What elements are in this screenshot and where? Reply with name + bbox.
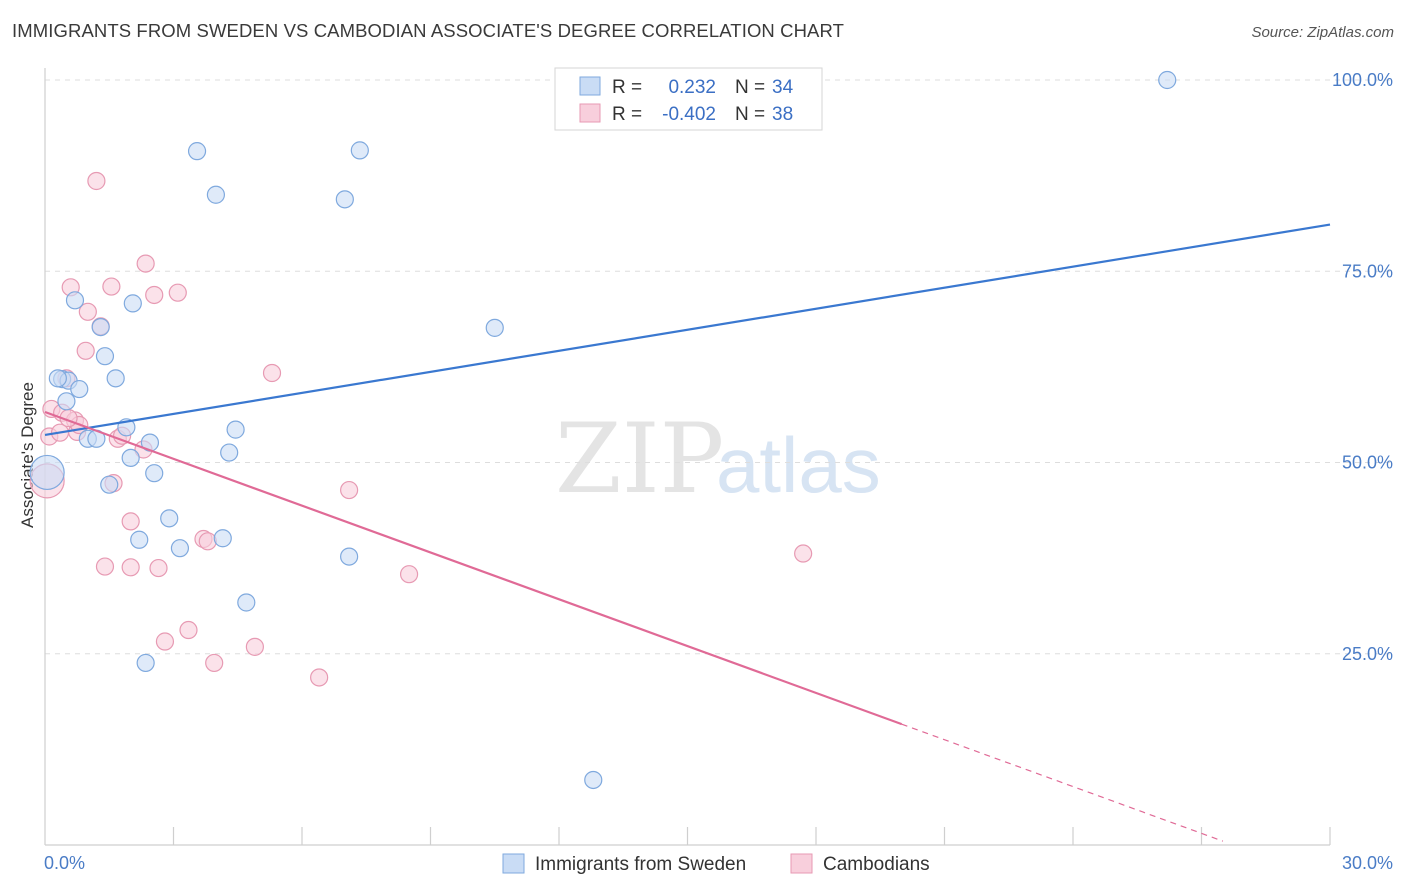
sweden-point [213,529,232,548]
bottom-legend-cambodians: Cambodians [823,854,930,875]
legend-r-value-2: -0.402 [662,104,716,125]
legend-r-label-2: R = [612,104,642,125]
y-tick-label: 50.0% [1342,453,1393,473]
cambodian-point [168,283,187,302]
legend-n-label-2: N = [735,104,765,125]
legend-n-value-1: 34 [772,77,794,98]
sweden-point [335,190,354,209]
cambodian-point [205,653,224,673]
sweden-point [29,454,65,491]
sweden-point [136,653,155,673]
y-tick-label: 25.0% [1342,644,1393,664]
cambodian-point [179,620,198,640]
sweden-point [187,142,207,161]
sweden-point [220,443,239,462]
x-tick-label-max: 30.0% [1342,853,1393,873]
sweden-point [237,593,256,612]
cambodian-point [102,277,121,296]
sweden-point [48,369,67,388]
cambodian-point [136,254,155,273]
cambodian-point [245,637,264,656]
bottom-swatch-cambodians [790,853,813,874]
cambodian-point [310,668,329,687]
sweden-point [145,464,164,483]
sweden-point [226,420,245,439]
cambodian-point [198,532,217,551]
trend-lines [44,223,1331,842]
gridlines [45,79,1392,655]
sweden-point [485,318,504,337]
watermark-zip: ZIP [555,403,724,515]
cambodian-point [262,363,282,383]
cambodian-point [399,565,419,584]
x-tick-label-min: 0.0% [44,853,85,873]
sweden-point [123,294,142,313]
bottom-legend-sweden: Immigrants from Sweden [535,854,746,875]
y-tick-label: 100.0% [1332,70,1393,90]
sweden-point [584,770,603,790]
sweden-point [57,392,76,411]
cambodian-point [76,341,95,360]
legend-swatch-sweden [579,76,601,96]
cambodian-point [340,480,359,500]
legend-n-value-2: 38 [772,104,793,125]
cambodian-point [145,285,164,305]
cambodian-point [121,558,140,577]
sweden-point [106,369,125,388]
sweden-point [340,547,359,566]
cambodian-trend-line [44,410,903,726]
cambodian-point [794,544,813,563]
sweden-point [170,539,190,558]
cambodian-point [78,302,97,321]
cambodian-trend-line [901,723,1224,842]
sweden-point [130,530,149,549]
watermark-atlas: atlas [716,421,881,509]
legend-swatch-cambodians [579,103,601,123]
cambodian-point [155,632,175,651]
y-axis-label: Associate's Degree [18,382,37,528]
sweden-point [160,509,179,528]
sweden-point [91,317,110,337]
sweden-point [206,185,226,204]
data-points [29,70,1177,790]
sweden-point [121,448,140,468]
cambodian-point [87,171,106,191]
cambodian-point [95,557,115,576]
chart-title: IMMIGRANTS FROM SWEDEN VS CAMBODIAN ASSO… [12,20,845,41]
x-axis-ticks [172,827,1331,845]
legend-r-value-1: 0.232 [668,77,716,98]
sweden-point [95,347,115,366]
series-legend: Immigrants from Sweden Cambodians [502,853,930,875]
y-tick-labels: 25.0% 50.0% 75.0% 100.0% [1332,70,1393,664]
sweden-point [65,291,85,310]
cambodian-point [121,512,140,531]
legend-n-label-1: N = [735,77,765,98]
y-tick-label: 75.0% [1342,261,1393,281]
sweden-point [100,475,119,494]
bottom-swatch-sweden [502,853,525,874]
sweden-point [1158,70,1177,90]
sweden-point [70,379,89,399]
legend-r-label-1: R = [612,77,642,98]
cambodian-point [149,558,168,578]
source-label: Source: ZipAtlas.com [1251,24,1394,41]
sweden-trend-line [44,223,1331,437]
sweden-point [350,141,369,160]
stats-legend: R = 0.232 N = 34 R = -0.402 N = 38 [554,67,823,131]
